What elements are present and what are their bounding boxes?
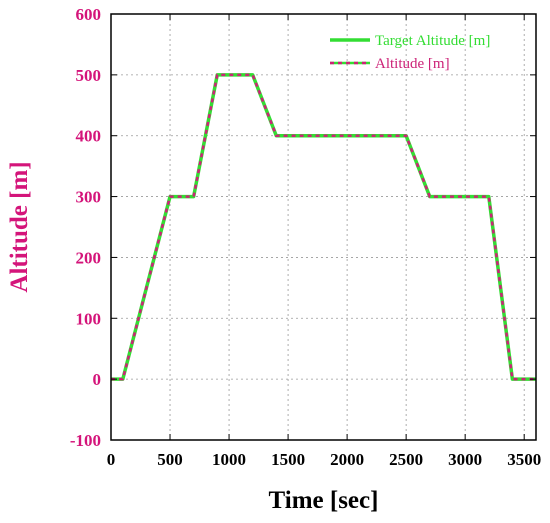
x-tick-label-3000: 3000 — [448, 450, 482, 469]
y-tick-label--100: -100 — [70, 431, 101, 450]
y-tick-label-200: 200 — [76, 248, 102, 267]
plot-frame — [110, 13, 537, 441]
ticks-layer: -100 0 100 200 300 400 500 600 0 500 1000 1500 2000 2… — [70, 5, 541, 469]
y-tick-label-500: 500 — [76, 66, 102, 85]
y-axis-title: Altitude [m] — [6, 161, 33, 292]
legend: Target Altitude [m] Altitude [m] — [330, 33, 490, 72]
y-tick-label-600: 600 — [76, 5, 102, 24]
series-altitude-line — [111, 73, 536, 381]
x-tick-label-2000: 2000 — [330, 450, 364, 469]
x-tick-label-1000: 1000 — [212, 450, 246, 469]
x-tick-label-1500: 1500 — [271, 450, 305, 469]
legend-label-target-altitude: Target Altitude [m] — [375, 33, 490, 49]
x-tick-label-3500: 3500 — [507, 450, 541, 469]
y-tick-label-400: 400 — [76, 127, 102, 146]
y-tick-label-100: 100 — [76, 309, 102, 328]
series-layer — [111, 73, 536, 381]
y-tick-label-0: 0 — [93, 370, 102, 389]
x-tick-label-2500: 2500 — [389, 450, 423, 469]
x-axis-title: Time [sec] — [269, 487, 379, 514]
x-tick-label-0: 0 — [107, 450, 116, 469]
y-tick-label-300: 300 — [76, 188, 102, 207]
x-tick-label-500: 500 — [157, 450, 183, 469]
legend-label-altitude: Altitude [m] — [375, 56, 450, 72]
